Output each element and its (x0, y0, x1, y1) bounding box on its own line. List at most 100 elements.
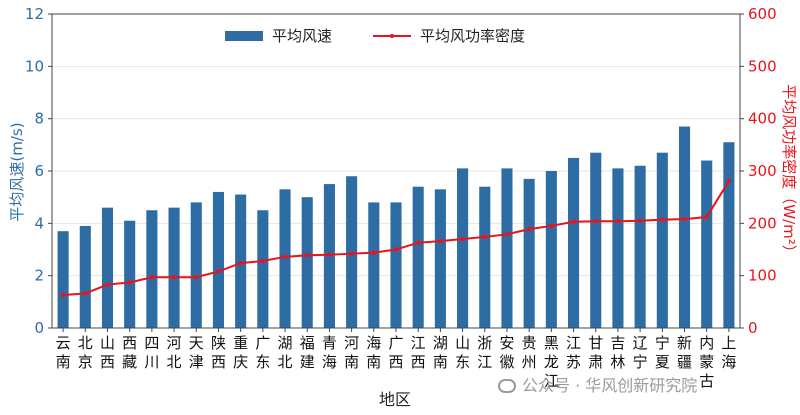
line-point (526, 226, 532, 232)
line-point (60, 292, 66, 298)
tick-label-left: 4 (34, 214, 44, 232)
tick-label-x: 江苏 (566, 334, 581, 371)
wechat-icon (498, 379, 516, 393)
line-point (105, 282, 110, 287)
bar (457, 168, 469, 328)
tick-label-right: 0 (748, 319, 758, 337)
left-axis-ticks: 0 2 4 6 8 10 12 (25, 5, 52, 337)
bar (212, 191, 224, 328)
tick-label-x: 黑龙江 (544, 334, 559, 390)
tick-label-x: 北京 (78, 334, 93, 371)
bar (545, 171, 557, 328)
tick-label-x: 甘肃 (588, 334, 603, 371)
line-point (83, 291, 88, 296)
tick-label-x: 海南 (366, 334, 381, 371)
bar (656, 152, 668, 328)
bar (723, 142, 735, 328)
tick-label-x: 辽宁 (633, 334, 648, 371)
line-point (305, 253, 310, 258)
y-axis-label-right: 平均风功率密度（W/m²） (780, 84, 798, 260)
tick-label-right: 600 (748, 5, 777, 23)
line-point (127, 280, 132, 285)
line-point (216, 269, 221, 274)
legend-label-bar: 平均风速 (272, 27, 332, 45)
line-point (637, 218, 643, 223)
tick-label-x: 山东 (455, 334, 470, 371)
tick-label-right: 200 (748, 214, 777, 232)
bar (101, 207, 114, 328)
tick-label-right: 100 (748, 267, 777, 285)
line-point (371, 250, 377, 255)
bar (124, 220, 136, 328)
line-point (349, 251, 354, 256)
bar (168, 207, 180, 328)
bar (79, 225, 91, 328)
tick-label-x: 福建 (300, 334, 315, 371)
tick-label-x: 贵州 (522, 334, 537, 371)
tick-label-x: 河南 (344, 334, 359, 371)
tick-label-x: 青海 (322, 334, 337, 371)
tick-label-x: 河北 (167, 334, 182, 371)
bar (590, 152, 602, 328)
line-point (282, 254, 288, 260)
tick-label-x: 新疆 (677, 334, 692, 371)
tick-label-x: 陕西 (211, 334, 226, 371)
bar (479, 186, 491, 328)
watermark-text: 公众号 · 华风创新研究院 (522, 376, 698, 395)
line-point (149, 275, 155, 280)
tick-label-x: 安徽 (499, 334, 514, 371)
tick-label-left: 0 (34, 319, 44, 337)
tick-label-x: 山西 (100, 334, 115, 371)
tick-label-x: 宁夏 (655, 334, 670, 371)
line-point (593, 219, 598, 224)
line-point (660, 217, 665, 222)
tick-label-x: 上海 (721, 334, 736, 371)
line-point (504, 232, 510, 237)
bar (368, 202, 380, 328)
bar (301, 197, 313, 328)
legend-swatch-marker (390, 34, 394, 38)
bar (190, 202, 202, 328)
right-axis-ticks: 0 100 200 300 400 500 600 (740, 5, 777, 337)
tick-label-x: 湖南 (433, 334, 448, 371)
line-point (238, 260, 243, 266)
tick-label-x: 广西 (388, 334, 403, 371)
tick-label-x: 内蒙古 (699, 334, 714, 390)
line-point (460, 236, 465, 242)
bar (501, 168, 513, 328)
line-point (415, 240, 421, 245)
bar (701, 160, 713, 328)
tick-label-x: 湖北 (278, 334, 293, 371)
tick-label-left: 10 (25, 57, 44, 75)
tick-label-right: 300 (748, 162, 777, 180)
tick-label-left: 8 (34, 110, 44, 128)
y-axis-label-left: 平均风速(m/s) (8, 122, 26, 221)
line-point (171, 275, 177, 280)
line-point (482, 234, 487, 240)
bar (523, 178, 535, 328)
tick-label-right: 500 (748, 57, 777, 75)
line-point (438, 238, 443, 244)
tick-label-left: 2 (34, 267, 44, 285)
tick-label-left: 6 (34, 162, 44, 180)
tick-label-right: 400 (748, 110, 777, 128)
line-point (549, 223, 554, 229)
line-point (704, 214, 709, 220)
bar (412, 186, 424, 328)
tick-label-x: 浙江 (477, 334, 492, 371)
bar (257, 210, 269, 328)
tick-label-x: 云南 (56, 334, 71, 371)
tick-label-x: 天津 (189, 334, 204, 371)
legend-swatch-bar (225, 31, 263, 41)
tick-label-x: 广东 (255, 334, 270, 371)
watermark: 公众号 · 华风创新研究院 (498, 372, 697, 396)
bar (612, 168, 624, 328)
bar (146, 210, 158, 328)
bar (434, 189, 446, 328)
x-axis-label: 地区 (379, 390, 411, 409)
line-point (260, 258, 266, 264)
tick-label-x: 吉林 (610, 334, 625, 371)
tick-label-left: 12 (25, 5, 44, 23)
x-axis-ticks: 云南北京山西西藏四川河北天津陕西重庆广东湖北福建青海河南海南广西江西湖南山东浙江… (56, 328, 736, 390)
